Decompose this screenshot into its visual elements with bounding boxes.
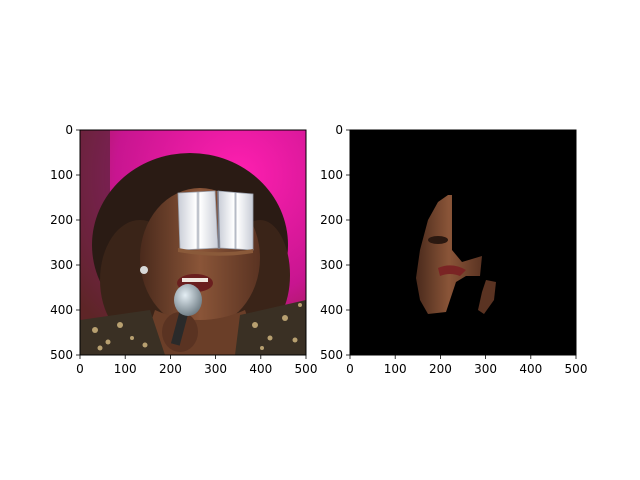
left-axes-frame [79,129,307,356]
sequins [92,303,302,351]
left-ytick-label: 300 [50,258,73,272]
right-xtick-label: 400 [519,362,542,376]
right-ytick-label: 300 [320,258,343,272]
left-image-panel [80,130,306,355]
left-xtick-label: 200 [159,362,182,376]
left-xtick-label: 100 [114,362,137,376]
right-xtick-label: 300 [474,362,497,376]
right-axes-frame [349,129,577,356]
left-ytick-label: 400 [50,303,73,317]
right-ytick-label: 200 [320,213,343,227]
earring [140,266,148,274]
right-xtick-label: 500 [565,362,588,376]
left-xtick-label: 500 [295,362,318,376]
segmented-mouth [438,265,466,276]
right-ytick-label: 100 [320,168,343,182]
right-xtick-label: 200 [429,362,452,376]
book-sticker [177,190,254,256]
segmented-eye [428,236,448,244]
mask-background [350,130,576,355]
right-ytick-label: 0 [335,123,343,137]
jacket-right [235,300,306,355]
segmented-hand [478,280,496,314]
left-ytick-label: 0 [65,123,73,137]
left-xtick-label: 400 [249,362,272,376]
left-xtick-label: 0 [76,362,84,376]
right-ytick-label: 500 [320,348,343,362]
right-xtick-label: 100 [384,362,407,376]
right-image-panel [350,130,576,355]
left-xtick-label: 300 [204,362,227,376]
left-ytick-label: 200 [50,213,73,227]
teeth [182,278,208,282]
segmented-face [416,195,482,314]
left-ytick-label: 500 [50,348,73,362]
right-ytick-label: 400 [320,303,343,317]
left-ytick-label: 100 [50,168,73,182]
right-xtick-label: 0 [346,362,354,376]
microphone [174,284,202,316]
